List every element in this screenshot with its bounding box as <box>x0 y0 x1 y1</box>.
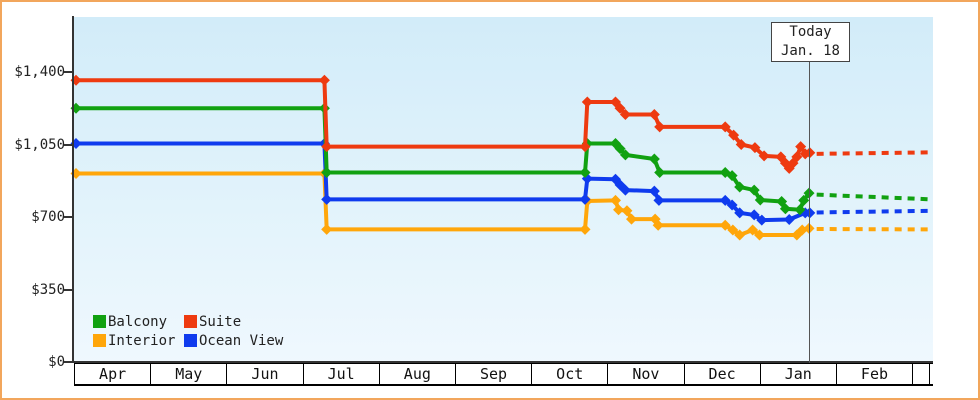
month-cell-dec: Dec <box>683 364 760 384</box>
y-tick-mark <box>64 71 73 73</box>
legend: Balcony Suite Interior Ocean View <box>93 312 283 350</box>
y-tick-mark <box>64 143 73 146</box>
y-tick-mark <box>64 216 73 218</box>
y-tick-label: $700 <box>31 209 65 225</box>
today-label: Today <box>789 24 832 40</box>
y-tick-label: $0 <box>48 354 65 370</box>
legend-label: Balcony <box>108 313 168 330</box>
x-axis <box>72 361 933 363</box>
month-cell-may: May <box>150 364 226 384</box>
month-cell-oct: Oct <box>531 364 607 384</box>
month-cell-aug: Aug <box>378 364 455 384</box>
y-tick-label: $1,050 <box>14 136 65 153</box>
y-axis <box>72 16 74 363</box>
legend-label: Suite <box>199 313 242 330</box>
y-tick-mark <box>64 288 73 291</box>
month-cell-jun: Jun <box>226 364 302 384</box>
legend-swatch-icon <box>184 334 197 347</box>
legend-swatch-icon <box>93 334 106 347</box>
legend-item-interior: Interior <box>93 331 184 350</box>
legend-swatch-icon <box>184 315 197 328</box>
legend-item-suite: Suite <box>184 312 283 331</box>
today-date-label: Jan. 18 <box>780 43 840 59</box>
month-cell-jul: Jul <box>302 364 379 384</box>
legend-item-balcony: Balcony <box>93 312 184 331</box>
month-cell-nov: Nov <box>607 364 683 384</box>
month-cell-apr: Apr <box>74 364 150 384</box>
legend-item-ocean-view: Ocean View <box>184 331 283 350</box>
month-cell-partial <box>912 364 931 384</box>
legend-swatch-icon <box>93 315 106 328</box>
month-cell-feb: Feb <box>835 364 912 384</box>
month-axis: Apr May Jun Jul Aug Sep Oct Nov Dec Jan Feb <box>74 363 933 386</box>
month-cell-jan: Jan <box>759 364 836 384</box>
y-tick-mark <box>64 361 73 363</box>
today-label-box: Today Jan. 18 <box>771 22 850 62</box>
plot-area <box>74 17 933 362</box>
today-marker-line <box>809 62 810 364</box>
y-tick-label: $1,400 <box>14 64 65 80</box>
legend-label: Interior <box>108 332 176 349</box>
legend-label: Ocean View <box>199 332 284 349</box>
y-tick-label: $350 <box>31 281 65 298</box>
month-cell-sep: Sep <box>454 364 531 384</box>
